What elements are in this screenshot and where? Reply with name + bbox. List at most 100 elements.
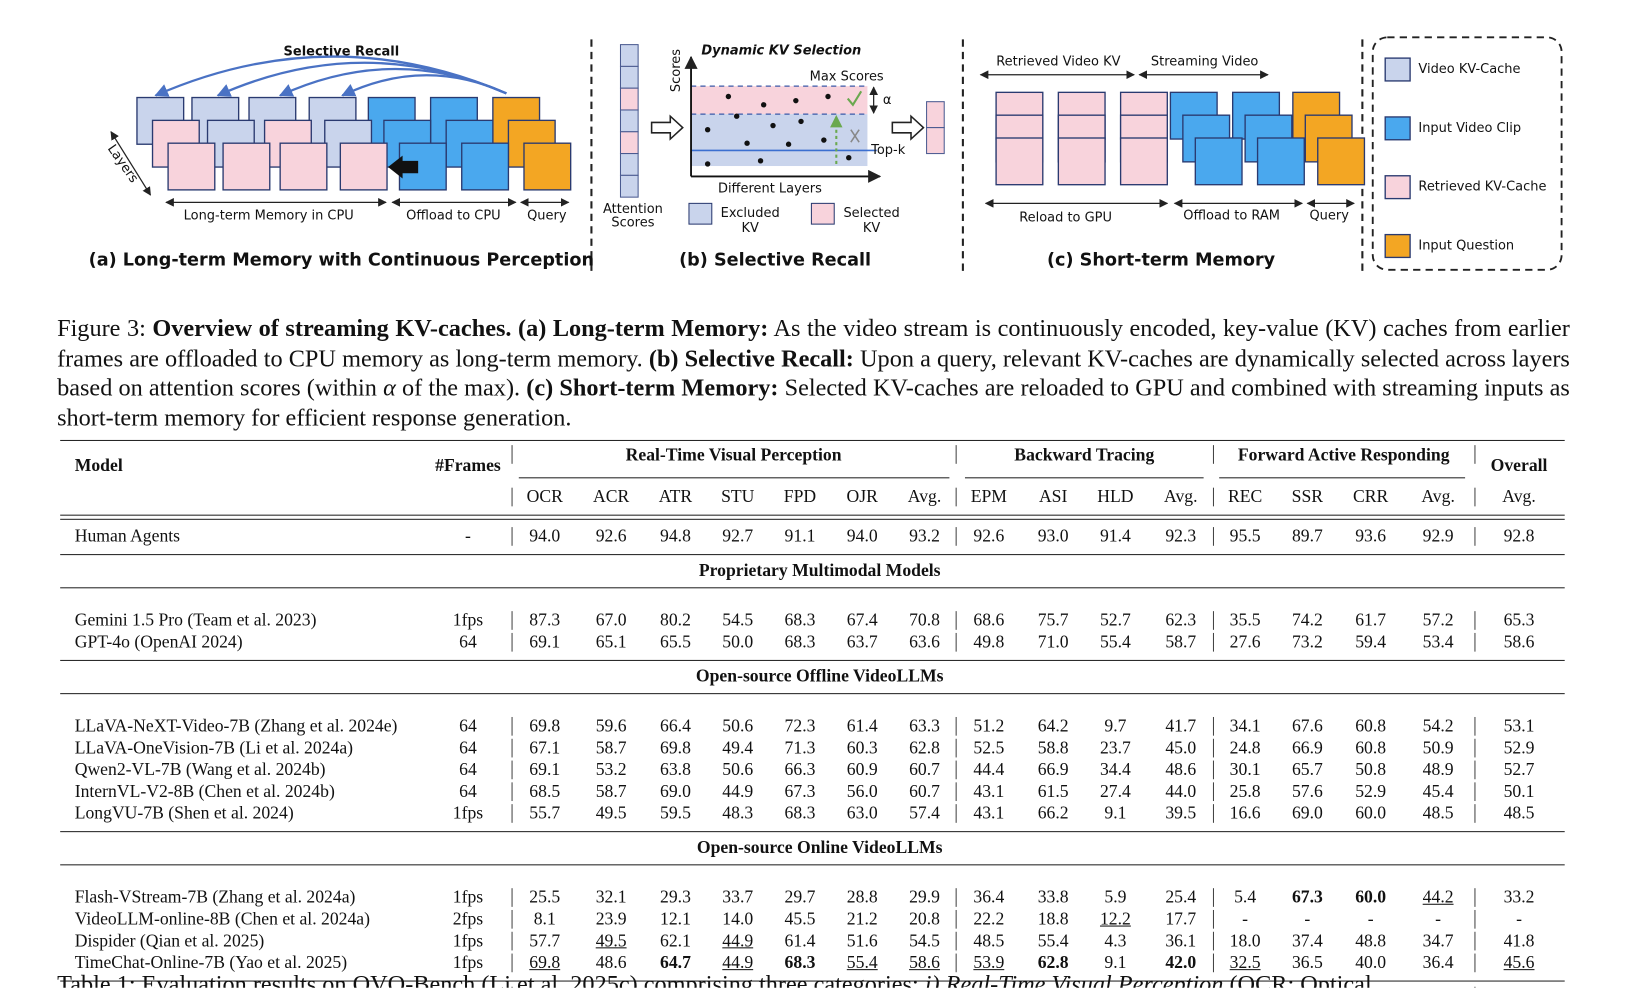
table-cell: 69.8	[529, 952, 561, 973]
table-cell: 50.0	[722, 631, 754, 652]
cache-block	[167, 142, 216, 191]
table-cell: 63.7	[846, 631, 878, 652]
score-dot	[760, 102, 767, 108]
table-cell: 62.1	[660, 930, 691, 951]
table-cell: 1fps	[452, 803, 484, 823]
score-dot	[757, 158, 764, 164]
group-header: Real-Time Visual Perception	[625, 445, 842, 465]
chart-title: Dynamic KV Selection	[701, 43, 861, 58]
table-cell: 94.0	[846, 526, 878, 546]
table-cell: LongVU-7B (Shen et al. 2024)	[74, 803, 294, 823]
table-cell: 48.5	[1422, 803, 1454, 823]
legend-swatch	[1384, 233, 1411, 259]
table-cell: 32.1	[595, 887, 627, 907]
table-cell: TimeChat-Online-7B (Yao et al. 2025)	[74, 952, 348, 973]
score-dot	[785, 141, 792, 147]
rule	[60, 693, 1565, 695]
table-cell: 60.9	[846, 759, 878, 780]
separator	[1474, 953, 1476, 973]
separator	[1474, 888, 1476, 907]
legend-swatch	[688, 202, 713, 225]
table-cell: 60.8	[1355, 737, 1387, 758]
table-cell: 67.3	[784, 781, 816, 802]
table-cell: 49.4	[722, 737, 754, 758]
table-cell: 65.1	[595, 631, 627, 652]
label: KV	[863, 221, 881, 236]
separator	[1212, 931, 1214, 951]
table-cell: 71.2	[529, 986, 560, 988]
table-cell: StreamAgent-7B (Ours)	[75, 986, 255, 988]
table-cell: 57.7	[529, 930, 561, 951]
score-dot	[798, 118, 804, 125]
text-run: (c) Short-term Memory:	[526, 374, 779, 402]
table-cell: 25.4	[1165, 887, 1197, 907]
separator	[1474, 716, 1476, 736]
table-cell: 91.1	[784, 526, 816, 546]
table-cell: 45.4	[1422, 781, 1454, 802]
table-cell: 72.3	[784, 715, 816, 736]
hollow-arrow	[891, 114, 925, 141]
table-cell: 64	[459, 737, 477, 758]
separator	[1474, 986, 1476, 988]
separator	[1212, 804, 1214, 823]
separator	[955, 716, 957, 736]
section-title: Proprietary Multimodal Models	[698, 560, 941, 581]
table-cell: -	[1435, 908, 1442, 929]
table-cell: VideoLLM-online-8B (Chen et al. 2024a)	[74, 908, 371, 929]
table-cell: 24.8	[1229, 737, 1261, 758]
table-cell: 34.1	[1229, 715, 1261, 736]
separator	[1474, 909, 1476, 929]
table-cell: 63.0	[846, 803, 878, 823]
table-cell: 68.5	[529, 781, 561, 802]
table-cell: Flash-VStream-7B (Zhang et al. 2024a)	[74, 887, 356, 907]
table-cell: 54.5	[909, 930, 940, 951]
table-cell: 55.4	[1099, 631, 1131, 652]
section-title: Open-source Offline VideoLLMs	[695, 666, 944, 686]
table-cell: 55.4	[846, 952, 878, 973]
selected-band	[691, 86, 868, 115]
label: Excluded	[721, 206, 780, 221]
separator	[955, 804, 957, 823]
separator	[1212, 986, 1214, 988]
table-cell: 60.0	[1355, 803, 1387, 823]
table-cell: 66.4	[660, 715, 691, 736]
legend-label: Video KV-Cache	[1418, 62, 1520, 77]
sub-header: Avg.	[1164, 486, 1198, 507]
table-cell: 92.8	[1503, 526, 1535, 546]
score-dot	[725, 93, 732, 100]
cache-block	[222, 142, 271, 191]
table-cell: -	[1516, 908, 1522, 929]
score-dot	[704, 127, 711, 133]
table-cell: 48.5	[1503, 803, 1535, 823]
table-cell: 52.9	[1503, 737, 1535, 758]
sub-header: Avg.	[1502, 486, 1536, 507]
separator	[1212, 527, 1214, 546]
table-cell: 63.3	[909, 715, 940, 736]
label: Scores	[611, 216, 654, 231]
table-cell: 16.6	[1229, 803, 1261, 823]
separator	[511, 804, 513, 823]
table-cell: 49.4	[1504, 986, 1535, 988]
table-cell: 54.2	[1422, 715, 1454, 736]
table-cell: 67.4	[846, 610, 878, 630]
cache-block	[1119, 137, 1168, 186]
table-cell: 44.0	[1165, 781, 1197, 802]
table-cell: 63.6	[909, 631, 940, 652]
sub-header: Avg.	[907, 486, 942, 507]
table-cell: 25.8	[1229, 781, 1261, 802]
rule	[1219, 477, 1466, 479]
table-cell: 64	[459, 781, 477, 802]
cache-block	[461, 142, 510, 191]
table-cell: 35.9	[1230, 986, 1261, 988]
table-cell: 27.4	[1099, 781, 1131, 802]
table-cell: 49.5	[595, 930, 627, 951]
table-cell: 22.2	[973, 908, 1005, 929]
separator	[1212, 611, 1214, 630]
table-cell: 92.7	[722, 526, 754, 546]
cross	[850, 129, 860, 143]
figure-shapes	[110, 39, 1366, 272]
table-cell: 66.9	[1291, 737, 1323, 758]
table-cell: 48.6	[1165, 759, 1197, 780]
